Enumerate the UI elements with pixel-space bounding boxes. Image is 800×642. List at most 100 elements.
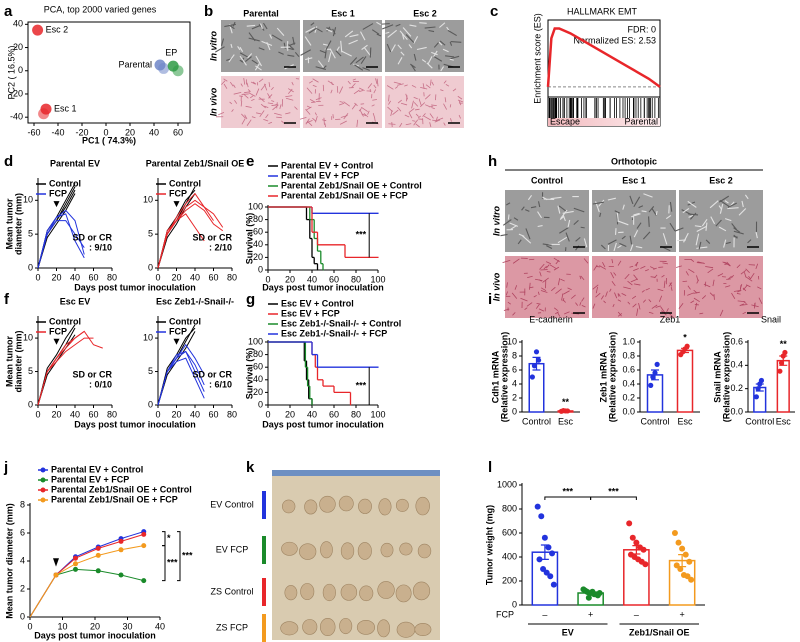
micrograph-texture <box>513 217 519 221</box>
row-label: In vivo <box>208 87 218 116</box>
micrograph-texture <box>371 104 375 107</box>
y-tick-label: 20 <box>13 42 23 52</box>
legend-label: FCP <box>169 188 187 198</box>
data-line <box>37 209 85 269</box>
micrograph-texture <box>650 276 656 278</box>
micrograph-texture <box>435 116 438 123</box>
tumor <box>415 496 430 516</box>
micrograph-texture <box>306 87 313 94</box>
micrograph-texture <box>645 287 650 291</box>
y-tick-label: 2 <box>20 583 25 593</box>
micrograph-texture <box>705 266 714 269</box>
data-point <box>778 360 785 366</box>
x-tick-label: 0 <box>265 409 270 419</box>
micrograph-texture <box>418 98 422 106</box>
micrograph-texture <box>605 291 608 297</box>
micrograph-texture <box>324 123 326 128</box>
x-group-name: Zeb1/Snail OE <box>629 627 690 637</box>
micrograph-texture <box>629 235 633 245</box>
micrograph-texture <box>662 233 668 245</box>
micrograph-texture <box>741 200 744 208</box>
panel-label: j <box>3 459 8 476</box>
legend-label: Parental Zeb1/Snail OE + Control <box>51 484 192 494</box>
chart-title: Esc Zeb1-/-Snail-/- <box>156 296 234 306</box>
x-tick-label: 0 <box>155 272 160 282</box>
micrograph-texture <box>316 28 323 33</box>
micrograph-texture <box>251 98 255 101</box>
tumor <box>377 581 395 599</box>
micrograph-texture <box>288 47 294 51</box>
annotation: ** <box>780 339 788 349</box>
annotation: SD or CR <box>192 369 232 379</box>
micrograph-texture <box>745 276 753 282</box>
micrograph-texture <box>545 261 552 265</box>
micrograph-texture <box>271 34 283 42</box>
x-tick-label: -40 <box>51 127 64 137</box>
micrograph-texture <box>542 243 552 246</box>
legend-label: FCP <box>49 326 67 336</box>
annotation: : 6/10 <box>209 379 232 389</box>
bar <box>646 374 664 413</box>
micrograph-texture <box>322 43 329 46</box>
micrograph-texture <box>288 88 294 93</box>
micrograph-texture <box>514 285 518 290</box>
micrograph-texture <box>322 65 327 70</box>
micrograph-texture <box>446 26 450 32</box>
data-line <box>29 568 144 618</box>
point-label: EP <box>165 47 177 57</box>
panel-label: l <box>488 459 492 476</box>
micrograph-texture <box>624 273 630 280</box>
micrograph-texture <box>355 56 364 64</box>
ruler <box>272 470 440 476</box>
y-tick-label: 8 <box>512 350 517 360</box>
legend-label: FCP <box>49 188 67 198</box>
group-color-bar <box>262 578 266 606</box>
micrograph-texture <box>603 300 606 304</box>
micrograph-texture <box>353 89 360 95</box>
marker <box>141 578 147 584</box>
micrograph-texture <box>651 304 658 309</box>
micrograph-texture <box>250 81 256 85</box>
annotation: : 9/10 <box>89 242 112 252</box>
y-tick-label: 200 <box>502 575 517 585</box>
micrograph-texture <box>661 274 665 278</box>
row-label: EV FCP <box>216 544 249 554</box>
micrograph-texture <box>524 307 528 310</box>
micrograph <box>385 20 464 72</box>
micrograph-texture <box>315 115 318 123</box>
micrograph-texture <box>315 66 327 70</box>
micrograph-texture <box>719 203 724 214</box>
y-axis-label: Mean tumor diameter (mm) <box>4 503 14 619</box>
micrograph-texture <box>555 288 562 295</box>
rank-bar <box>548 118 660 126</box>
micrograph-texture <box>558 205 568 213</box>
micrograph-texture <box>388 100 392 105</box>
data-point <box>626 520 633 527</box>
micrograph-texture <box>312 84 317 88</box>
micrograph-texture <box>638 205 644 209</box>
y-tick-label: 10 <box>507 336 517 346</box>
micrograph-texture <box>562 214 566 222</box>
micrograph-texture <box>287 54 295 57</box>
micrograph-texture <box>425 84 431 89</box>
micrograph-texture <box>260 103 266 109</box>
micrograph-texture <box>373 89 377 94</box>
micrograph-texture <box>244 114 248 120</box>
micrograph-texture <box>536 302 541 305</box>
micrograph-texture <box>445 84 450 87</box>
tumor <box>299 543 317 560</box>
micrograph-texture <box>500 233 508 237</box>
y-tick-label: 600 <box>502 527 517 537</box>
micrograph-texture <box>557 236 568 244</box>
x-tick-label: Control <box>745 416 774 426</box>
micrograph-texture <box>696 275 699 282</box>
chart-title: Zeb1 <box>660 314 681 324</box>
micrograph <box>221 76 300 128</box>
micrograph-texture <box>244 91 251 94</box>
micrograph-texture <box>417 115 421 119</box>
y-tick-label: 0 <box>28 399 33 409</box>
y-axis-label: Zeb1 mRNA <box>598 351 608 403</box>
micrograph-texture <box>663 280 666 289</box>
y-tick-label: 0.8 <box>622 350 635 360</box>
data-point <box>777 368 783 374</box>
